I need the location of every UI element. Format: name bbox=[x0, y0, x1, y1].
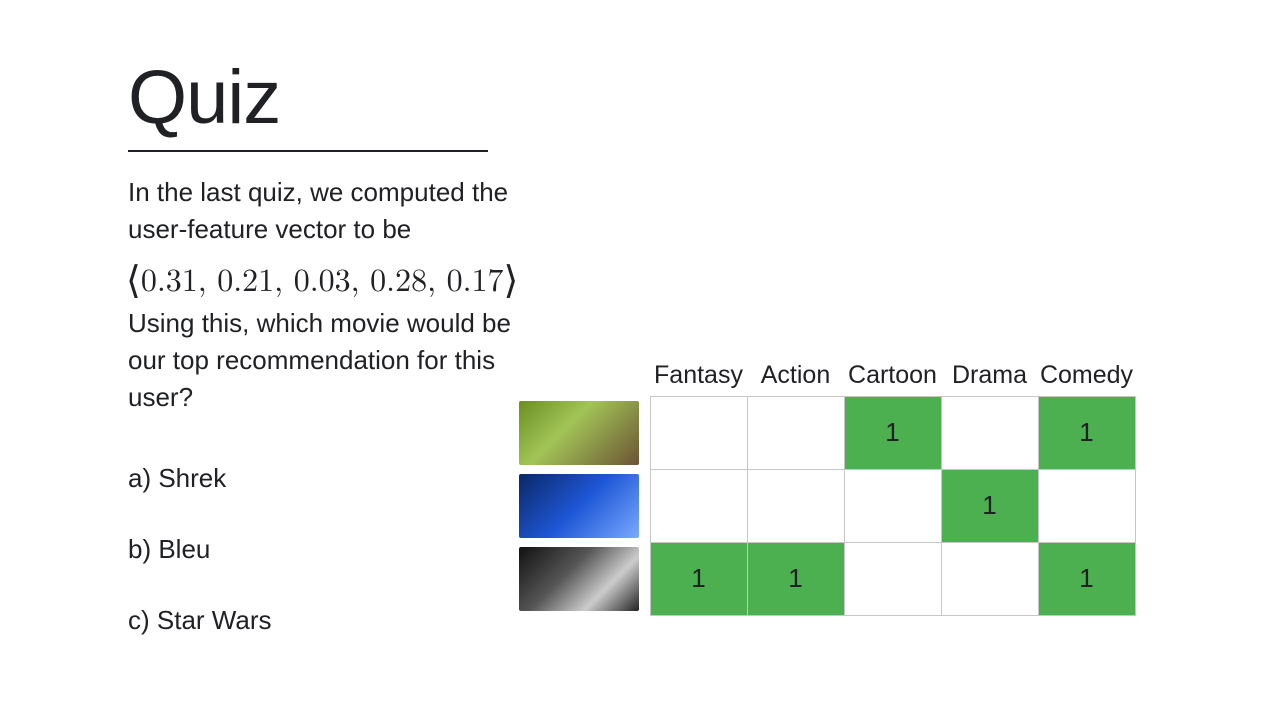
matrix-body: 111111 bbox=[508, 396, 1135, 615]
row-thumb bbox=[508, 396, 650, 469]
matrix-cell: 1 bbox=[1038, 542, 1135, 615]
matrix-cell bbox=[1038, 469, 1135, 542]
slide: Quiz In the last quiz, we computed the u… bbox=[0, 0, 1280, 720]
matrix-cell bbox=[844, 469, 941, 542]
table-row: 111 bbox=[508, 542, 1135, 615]
matrix-cell: 1 bbox=[1038, 396, 1135, 469]
title-rule bbox=[128, 150, 488, 152]
col-comedy: Comedy bbox=[1038, 356, 1135, 396]
slide-title: Quiz bbox=[128, 60, 1190, 136]
col-drama: Drama bbox=[941, 356, 1038, 396]
option-b: b) Bleu bbox=[128, 531, 548, 568]
starwars-poster-icon bbox=[519, 547, 639, 611]
matrix-cell: 1 bbox=[844, 396, 941, 469]
col-action: Action bbox=[747, 356, 844, 396]
matrix-cell bbox=[941, 396, 1038, 469]
row-thumb bbox=[508, 469, 650, 542]
matrix-cell bbox=[650, 396, 747, 469]
option-a: a) Shrek bbox=[128, 460, 548, 497]
matrix-corner bbox=[508, 356, 650, 396]
matrix-cell: 1 bbox=[941, 469, 1038, 542]
matrix-cell bbox=[650, 469, 747, 542]
body-line-1: In the last quiz, we computed the user-f… bbox=[128, 174, 548, 248]
bleu-poster-icon bbox=[519, 474, 639, 538]
table-row: 11 bbox=[508, 396, 1135, 469]
answer-options: a) Shrek b) Bleu c) Star Wars bbox=[128, 460, 548, 639]
matrix-cell bbox=[844, 542, 941, 615]
table-row: 1 bbox=[508, 469, 1135, 542]
matrix-cell bbox=[747, 469, 844, 542]
feature-vector: ⟨0.31, 0.21, 0.03, 0.28, 0.17⟩ bbox=[126, 252, 548, 301]
col-cartoon: Cartoon bbox=[844, 356, 941, 396]
body-line-2: Using this, which movie would be our top… bbox=[128, 305, 548, 416]
matrix-cell: 1 bbox=[747, 542, 844, 615]
row-thumb bbox=[508, 542, 650, 615]
matrix-cell bbox=[747, 396, 844, 469]
shrek-poster-icon bbox=[519, 401, 639, 465]
option-c: c) Star Wars bbox=[128, 602, 548, 639]
col-fantasy: Fantasy bbox=[650, 356, 747, 396]
matrix-cell: 1 bbox=[650, 542, 747, 615]
matrix-header-row: Fantasy Action Cartoon Drama Comedy bbox=[508, 356, 1135, 396]
question-body: In the last quiz, we computed the user-f… bbox=[128, 174, 548, 639]
feature-matrix-area: Fantasy Action Cartoon Drama Comedy 1111… bbox=[508, 356, 1148, 616]
feature-matrix: Fantasy Action Cartoon Drama Comedy 1111… bbox=[508, 356, 1136, 616]
matrix-cell bbox=[941, 542, 1038, 615]
